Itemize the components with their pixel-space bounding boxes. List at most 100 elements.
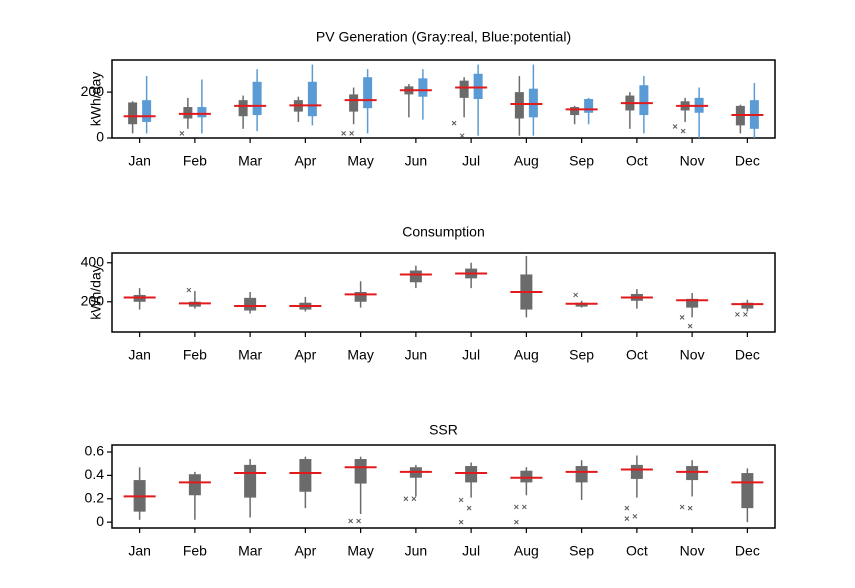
- box: [299, 459, 312, 492]
- box: [349, 94, 359, 112]
- outlier: [679, 504, 685, 510]
- outlier: [348, 518, 353, 524]
- box: [741, 302, 754, 309]
- box: [354, 292, 367, 302]
- x-tick-label: Dec: [735, 153, 760, 169]
- box: [183, 107, 193, 119]
- outlier: [451, 120, 457, 126]
- x-tick-label: Apr: [294, 153, 316, 169]
- x-tick-label: Oct: [626, 347, 648, 363]
- x-tick-label: May: [347, 153, 373, 169]
- box: [686, 466, 699, 481]
- outlier: [356, 518, 361, 524]
- y-tick-label: 0: [96, 513, 104, 529]
- x-tick-label: Jun: [405, 347, 428, 363]
- x-tick-label: Sep: [569, 347, 594, 363]
- box: [142, 100, 152, 122]
- box: [354, 459, 367, 484]
- x-tick-label: Jul: [462, 153, 480, 169]
- outlier: [403, 496, 409, 502]
- outlier: [458, 519, 464, 525]
- y-tick-label: 0: [96, 129, 104, 145]
- outlier: [522, 504, 527, 510]
- box: [244, 464, 257, 498]
- x-tick-label: Jun: [405, 543, 428, 559]
- box: [514, 92, 524, 119]
- box: [409, 270, 422, 283]
- panel-title: SSR: [429, 422, 458, 438]
- outlier: [632, 513, 638, 519]
- x-tick-label: Jan: [128, 543, 151, 559]
- box: [459, 80, 469, 98]
- box: [520, 470, 533, 483]
- outlier: [179, 131, 185, 136]
- box: [363, 77, 373, 109]
- x-tick-label: Apr: [294, 347, 316, 363]
- x-tick-label: Jan: [128, 347, 151, 363]
- x-tick-label: Sep: [569, 543, 594, 559]
- box: [128, 102, 138, 125]
- x-tick-label: Sep: [569, 153, 594, 169]
- box: [630, 464, 643, 479]
- y-axis-label: kWh/day: [88, 72, 104, 126]
- y-tick-label: 200: [81, 83, 105, 99]
- x-tick-label: Aug: [514, 347, 539, 363]
- y-tick-label: 0.6: [85, 443, 105, 459]
- x-tick-label: May: [347, 543, 373, 559]
- outlier: [687, 323, 693, 329]
- outlier: [411, 496, 417, 502]
- plot-frame: [111, 252, 776, 333]
- x-tick-label: Nov: [680, 543, 705, 559]
- outlier: [341, 131, 346, 136]
- box: [418, 78, 428, 97]
- box: [584, 99, 594, 113]
- x-tick-label: Oct: [626, 153, 648, 169]
- outlier: [743, 312, 748, 317]
- outlier: [466, 505, 472, 511]
- y-tick-label: 0.2: [85, 489, 105, 505]
- y-tick-label: 0.4: [85, 466, 105, 482]
- box: [639, 85, 649, 116]
- box: [473, 73, 483, 99]
- outlier: [735, 312, 740, 317]
- x-tick-label: Feb: [183, 347, 207, 363]
- x-tick-label: May: [347, 347, 373, 363]
- x-tick-label: Dec: [735, 347, 760, 363]
- plot-frame: [111, 444, 776, 529]
- box: [238, 100, 248, 117]
- outlier: [680, 128, 686, 134]
- outlier: [573, 292, 578, 298]
- x-tick-label: Feb: [183, 153, 207, 169]
- x-tick-label: Dec: [735, 543, 760, 559]
- outlier: [514, 519, 519, 525]
- plot-frame: [111, 59, 776, 139]
- box: [575, 466, 588, 483]
- x-tick-label: Jan: [128, 153, 151, 169]
- x-tick-label: Nov: [680, 153, 705, 169]
- x-tick-label: Nov: [680, 347, 705, 363]
- x-tick-label: Mar: [238, 153, 262, 169]
- box: [686, 298, 699, 308]
- box: [252, 81, 262, 116]
- panel-title: Consumption: [402, 224, 485, 240]
- box: [741, 473, 754, 509]
- outlier: [624, 505, 630, 511]
- outlier: [349, 131, 354, 136]
- x-tick-label: Aug: [514, 543, 539, 559]
- outlier: [672, 124, 678, 129]
- y-axis-label: kWh/day: [88, 265, 104, 319]
- x-tick-label: Jul: [462, 543, 480, 559]
- box: [307, 81, 317, 117]
- outlier: [186, 287, 192, 293]
- x-tick-label: Jun: [405, 153, 428, 169]
- x-tick-label: Apr: [294, 543, 316, 559]
- box: [197, 107, 207, 118]
- x-tick-label: Mar: [238, 347, 262, 363]
- box: [465, 466, 478, 483]
- y-tick-label: 400: [81, 253, 105, 269]
- x-tick-label: Feb: [183, 543, 207, 559]
- box: [244, 297, 257, 311]
- box: [188, 474, 201, 496]
